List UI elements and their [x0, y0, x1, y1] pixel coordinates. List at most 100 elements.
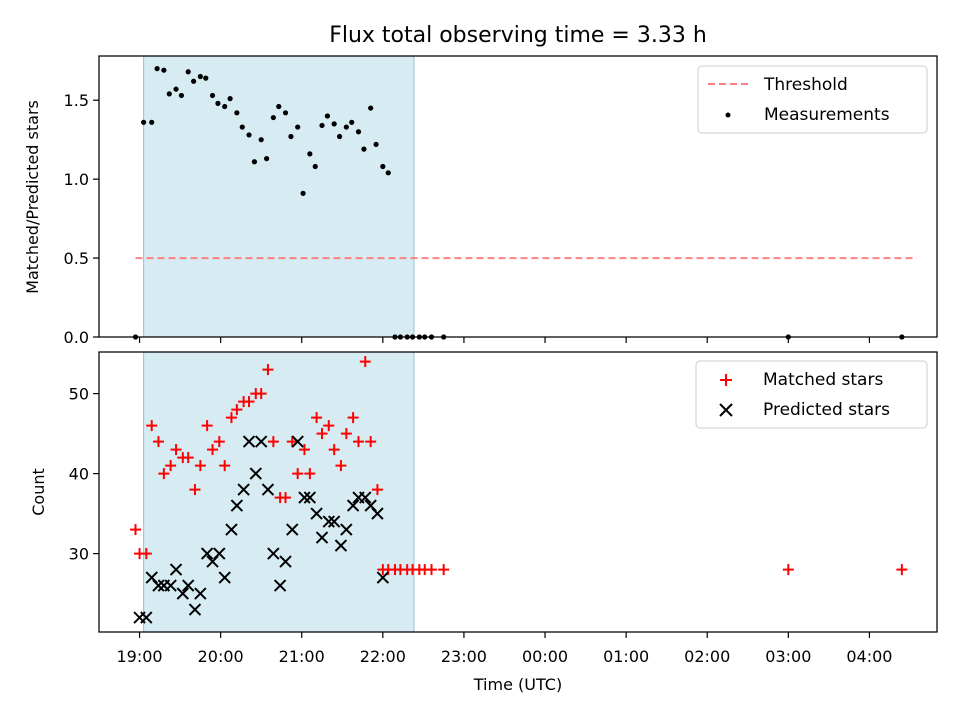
measurement-point: [154, 66, 160, 72]
matched-star-marker: [328, 444, 340, 456]
legend-predicted-label: Predicted stars: [763, 400, 890, 420]
measurement-point: [215, 100, 221, 106]
measurement-point: [258, 137, 264, 143]
matched-star-marker: [213, 436, 225, 448]
matched-star-marker: [189, 484, 201, 496]
predicted-star-marker: [340, 523, 353, 536]
matched-star-marker: [365, 436, 377, 448]
measurement-point: [331, 121, 337, 127]
predicted-star-marker: [310, 507, 323, 520]
predicted-star-marker: [334, 539, 348, 552]
predicted-star-marker: [176, 587, 190, 600]
x-tick-label: 22:00: [360, 647, 406, 666]
legend-predicted-swatch: [719, 403, 733, 417]
bottom-y-tick-label: 40: [69, 465, 89, 484]
matched-star-marker: [207, 444, 219, 456]
x-tick-label: 04:00: [846, 647, 892, 666]
predicted-star-marker: [291, 435, 304, 448]
top-panel: 0.0 0.5 1.0 1.5 Matched/Predicted stars Thr…: [23, 55, 938, 347]
bottom-x-ticks: 19:00 20:00 21:00 22:00 23:00 00:00 01:00 02:00…: [116, 632, 892, 666]
matched-star-marker: [140, 548, 152, 560]
measurement-point: [380, 163, 386, 170]
matched-star-marker: [896, 564, 908, 576]
predicted-star-marker: [152, 579, 165, 592]
measurement-point: [234, 110, 240, 116]
measurement-point: [251, 159, 258, 165]
matched-star-marker: [129, 524, 141, 536]
x-tick-label: 20:00: [198, 647, 244, 666]
measurement-point: [191, 78, 197, 84]
top-y-tick-label: 0.0: [64, 328, 89, 347]
predicted-star-marker: [376, 571, 390, 584]
matched-star-marker: [182, 452, 194, 464]
matched-star-marker: [292, 468, 304, 480]
predicted-star-marker: [218, 571, 231, 584]
x-tick-label: 00:00: [522, 647, 568, 666]
bottom-y-tick-label: 50: [69, 385, 89, 404]
predicted-star-marker: [303, 491, 317, 504]
predicted-star-marker: [327, 515, 341, 528]
predicted-star-marker: [315, 531, 329, 544]
matched-star-marker: [146, 420, 158, 432]
predicted-star-marker: [273, 579, 287, 592]
top-y-tick-label: 1.0: [64, 170, 89, 189]
legend-measurements-swatch: [725, 112, 731, 118]
x-tick-label: 01:00: [603, 647, 649, 666]
measurement-point: [227, 96, 233, 102]
matched-star-marker: [219, 460, 231, 472]
measurement-point: [222, 103, 228, 110]
measurement-point: [361, 146, 367, 152]
top-y-tick-label: 1.5: [64, 91, 89, 110]
measurement-point: [197, 73, 203, 80]
predicted-star-marker: [140, 611, 153, 624]
legend-measurements-label: Measurements: [764, 105, 890, 125]
measurement-point: [312, 163, 318, 170]
measurement-point: [178, 92, 185, 99]
measurement-point: [373, 141, 379, 148]
x-tick-label: 19:00: [116, 647, 162, 666]
predicted-star-marker: [169, 563, 183, 576]
matched-star-marker: [170, 444, 182, 456]
measurement-point: [246, 132, 252, 138]
measurement-point: [343, 124, 349, 130]
predicted-star-marker: [249, 467, 262, 480]
top-y-ticks: 0.0 0.5 1.0 1.5: [64, 91, 99, 347]
legend-matched-label: Matched stars: [763, 370, 883, 390]
predicted-star-marker: [181, 579, 195, 592]
top-legend-box: [697, 65, 928, 134]
matched-star-marker: [280, 492, 292, 504]
measurement-point: [324, 113, 331, 119]
measurement-point: [288, 133, 294, 140]
x-tick-label: 02:00: [684, 647, 730, 666]
top-highlight-span: [143, 55, 415, 338]
matched-stars-series: [129, 356, 908, 576]
matched-star-marker: [353, 436, 365, 448]
predicted-star-marker: [194, 587, 207, 600]
matched-star-marker: [359, 356, 371, 368]
top-y-tick-label: 0.5: [64, 249, 89, 268]
measurement-point: [149, 119, 155, 125]
matched-star-marker: [335, 460, 347, 472]
predicted-star-marker: [230, 499, 244, 512]
x-tick-label: 23:00: [441, 647, 487, 666]
bottom-panel: 30 40 50 19:00 20:00 21:00 22:00 23:00 00:00 01:…: [29, 351, 938, 694]
predicted-star-marker: [279, 555, 292, 568]
matched-star-marker: [262, 364, 274, 376]
bottom-y-axis-label: Count: [29, 468, 48, 516]
measurement-point: [295, 124, 301, 130]
x-tick-label: 21:00: [279, 647, 325, 666]
matched-star-marker: [243, 396, 255, 408]
measurement-point: [300, 190, 306, 196]
measurement-point: [161, 67, 167, 73]
matched-star-marker: [225, 412, 237, 424]
matched-star-marker: [425, 564, 437, 576]
bottom-axes-frame: [98, 351, 938, 633]
predicted-star-marker: [261, 483, 275, 496]
top-legend: Threshold Measurements: [697, 65, 928, 134]
measurement-point: [270, 114, 276, 121]
matched-star-marker: [438, 564, 450, 576]
measurement-point: [185, 69, 191, 75]
predicted-star-marker: [242, 435, 256, 448]
measurement-point: [349, 119, 355, 125]
